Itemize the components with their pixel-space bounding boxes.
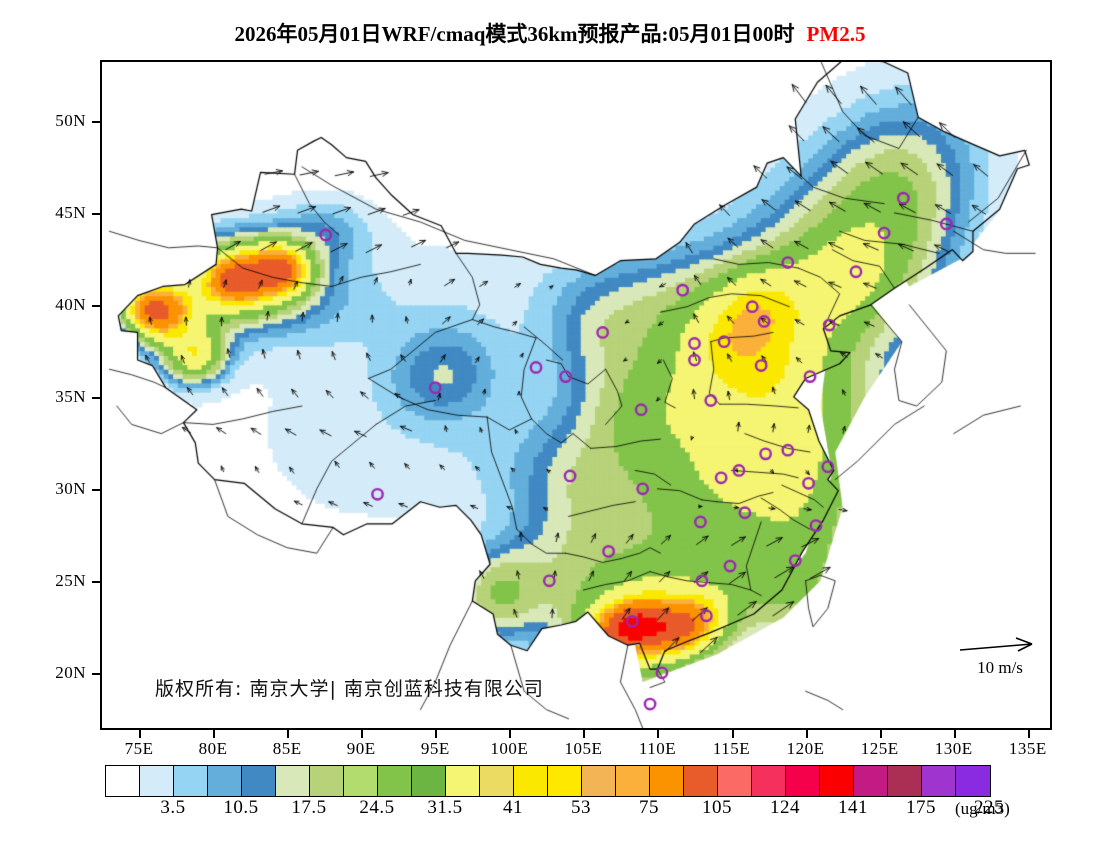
colorbar-swatch[interactable] (174, 766, 208, 796)
y-axis-tick (92, 304, 100, 307)
colorbar-swatch[interactable] (582, 766, 616, 796)
colorbar-swatch[interactable] (650, 766, 684, 796)
colorbar-swatch[interactable] (514, 766, 548, 796)
colorbar-tick-label: 24.5 (359, 797, 395, 818)
colorbar-swatch[interactable] (684, 766, 718, 796)
colorbar-swatch[interactable] (480, 766, 514, 796)
colorbar-swatch[interactable] (412, 766, 446, 796)
colorbar-swatch[interactable] (888, 766, 922, 796)
x-axis-label: 100E (490, 739, 529, 758)
colorbar-swatch[interactable] (140, 766, 174, 796)
wind-scale-legend: 10 m/s (955, 636, 1045, 688)
colorbar-swatch[interactable] (718, 766, 752, 796)
colorbar-units-label: (ug/m3) (955, 799, 1010, 818)
colorbar-swatch[interactable] (106, 766, 140, 796)
map-canvas-wrapper (102, 62, 1050, 728)
y-axis-tick (92, 396, 100, 399)
x-axis-label: 110E (638, 739, 677, 758)
copyright-notice: 版权所有: 南京大学| 南京创蓝科技有限公司 (155, 678, 544, 700)
colorbar-tick-label: 175 (906, 797, 936, 818)
y-axis-tick (92, 580, 100, 583)
y-axis-tick (92, 212, 100, 215)
x-axis-label: 115E (712, 739, 751, 758)
colorbar-tick-label: 124 (770, 797, 800, 818)
x-axis-label: 120E (786, 739, 825, 758)
x-axis-tick (731, 730, 734, 738)
y-axis-tick (92, 672, 100, 675)
x-axis-tick (657, 730, 660, 738)
x-axis-tick (287, 730, 290, 738)
colorbar-swatch[interactable] (922, 766, 956, 796)
title-main-text: 2026年05月01日WRF/cmaq模式36km预报产品:05月01日00时 (234, 22, 795, 46)
colorbar-swatch[interactable] (208, 766, 242, 796)
x-axis-tick (361, 730, 364, 738)
colorbar-swatch[interactable] (446, 766, 480, 796)
x-axis-tick (879, 730, 882, 738)
y-axis-label: 45N (55, 202, 86, 222)
x-axis-label: 105E (564, 739, 603, 758)
page-title: 2026年05月01日WRF/cmaq模式36km预报产品:05月01日00时 P… (0, 18, 1100, 48)
x-axis-tick (435, 730, 438, 738)
x-axis-tick (509, 730, 512, 738)
x-axis-label: 125E (860, 739, 899, 758)
y-axis-label: 35N (55, 386, 86, 406)
colorbar-swatch[interactable] (310, 766, 344, 796)
colorbar-swatch[interactable] (786, 766, 820, 796)
colorbar-swatch[interactable] (378, 766, 412, 796)
x-axis-tick (583, 730, 586, 738)
colorbar-swatch[interactable] (956, 766, 990, 796)
x-axis-tick (953, 730, 956, 738)
colorbar-tick-label: 53 (571, 797, 591, 818)
x-axis-label: 130E (934, 739, 973, 758)
colorbar[interactable] (105, 765, 991, 797)
colorbar-swatch[interactable] (820, 766, 854, 796)
colorbar-swatch[interactable] (616, 766, 650, 796)
colorbar-tick-label: 141 (838, 797, 868, 818)
colorbar-swatch[interactable] (854, 766, 888, 796)
colorbar-tick-label: 17.5 (291, 797, 327, 818)
y-axis-label: 25N (55, 570, 86, 590)
colorbar-swatch[interactable] (752, 766, 786, 796)
colorbar-tick-label: 3.5 (160, 797, 186, 818)
x-axis-tick (1027, 730, 1030, 738)
colorbar-tick-label: 75 (639, 797, 659, 818)
x-axis-label: 95E (420, 739, 450, 758)
pm25-concentration-map (102, 62, 1050, 728)
y-axis-label: 20N (55, 662, 86, 682)
y-axis-label: 40N (55, 294, 86, 314)
colorbar-swatch[interactable] (344, 766, 378, 796)
y-axis-label: 30N (55, 478, 86, 498)
x-axis-tick (805, 730, 808, 738)
x-axis-tick (213, 730, 216, 738)
colorbar-tick-label: 225 (974, 797, 1004, 818)
colorbar-swatch[interactable] (276, 766, 310, 796)
x-axis-label: 135E (1008, 739, 1047, 758)
title-species-label: PM2.5 (806, 22, 866, 46)
y-axis-label: 50N (55, 110, 86, 130)
x-axis-label: 80E (198, 739, 228, 758)
colorbar-tick-label: 105 (702, 797, 732, 818)
x-axis-tick (139, 730, 142, 738)
colorbar-swatch[interactable] (548, 766, 582, 796)
x-axis-label: 75E (124, 739, 154, 758)
y-axis-tick (92, 488, 100, 491)
colorbar-swatch[interactable] (242, 766, 276, 796)
colorbar-tick-label: 10.5 (223, 797, 259, 818)
wind-arrow-icon (959, 637, 1033, 652)
map-plot-area[interactable] (100, 60, 1052, 730)
x-axis-label: 90E (346, 739, 376, 758)
wind-scale-label: 10 m/s (977, 658, 1023, 677)
y-axis-tick (92, 120, 100, 123)
colorbar-tick-label: 41 (503, 797, 523, 818)
x-axis-label: 85E (272, 739, 302, 758)
colorbar-tick-label: 31.5 (427, 797, 463, 818)
